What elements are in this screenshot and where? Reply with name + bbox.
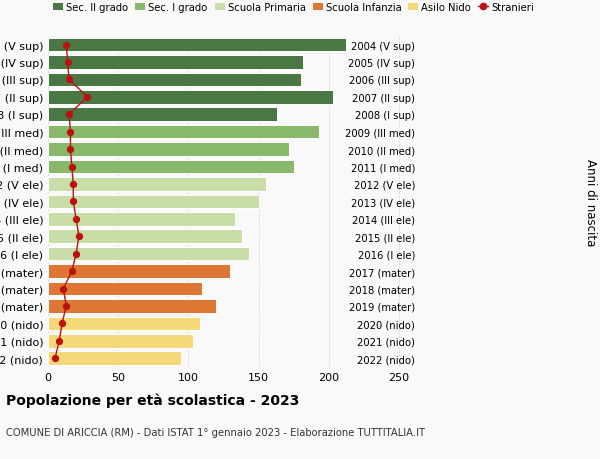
Bar	[48, 352, 181, 365]
Point	[63, 59, 73, 67]
Bar	[48, 126, 319, 139]
Bar	[48, 317, 200, 330]
Bar	[48, 213, 235, 226]
Point	[83, 94, 92, 101]
Point	[61, 302, 71, 310]
Bar	[48, 265, 230, 278]
Point	[61, 42, 71, 49]
Legend: Sec. II grado, Sec. I grado, Scuola Primaria, Scuola Infanzia, Asilo Nido, Stran: Sec. II grado, Sec. I grado, Scuola Prim…	[49, 0, 538, 17]
Bar	[48, 282, 202, 296]
Text: Anni di nascita: Anni di nascita	[584, 158, 597, 246]
Bar	[48, 195, 259, 209]
Bar	[48, 334, 193, 348]
Bar	[48, 39, 346, 52]
Point	[59, 285, 68, 292]
Point	[68, 198, 78, 206]
Point	[64, 112, 74, 119]
Bar	[48, 230, 242, 244]
Text: Popolazione per età scolastica - 2023: Popolazione per età scolastica - 2023	[6, 392, 299, 407]
Point	[50, 355, 60, 362]
Point	[67, 163, 77, 171]
Bar	[48, 56, 304, 70]
Point	[71, 251, 81, 258]
Point	[67, 268, 77, 275]
Point	[68, 181, 78, 188]
Bar	[48, 73, 301, 87]
Point	[71, 216, 81, 223]
Bar	[48, 300, 217, 313]
Bar	[48, 247, 249, 261]
Point	[65, 129, 75, 136]
Point	[74, 233, 83, 241]
Bar	[48, 178, 266, 191]
Point	[55, 337, 64, 345]
Point	[65, 146, 75, 153]
Bar	[48, 91, 333, 104]
Bar	[48, 160, 293, 174]
Point	[64, 77, 74, 84]
Bar	[48, 108, 277, 122]
Bar	[48, 143, 289, 157]
Text: COMUNE DI ARICCIA (RM) - Dati ISTAT 1° gennaio 2023 - Elaborazione TUTTITALIA.IT: COMUNE DI ARICCIA (RM) - Dati ISTAT 1° g…	[6, 427, 425, 437]
Point	[57, 320, 67, 327]
